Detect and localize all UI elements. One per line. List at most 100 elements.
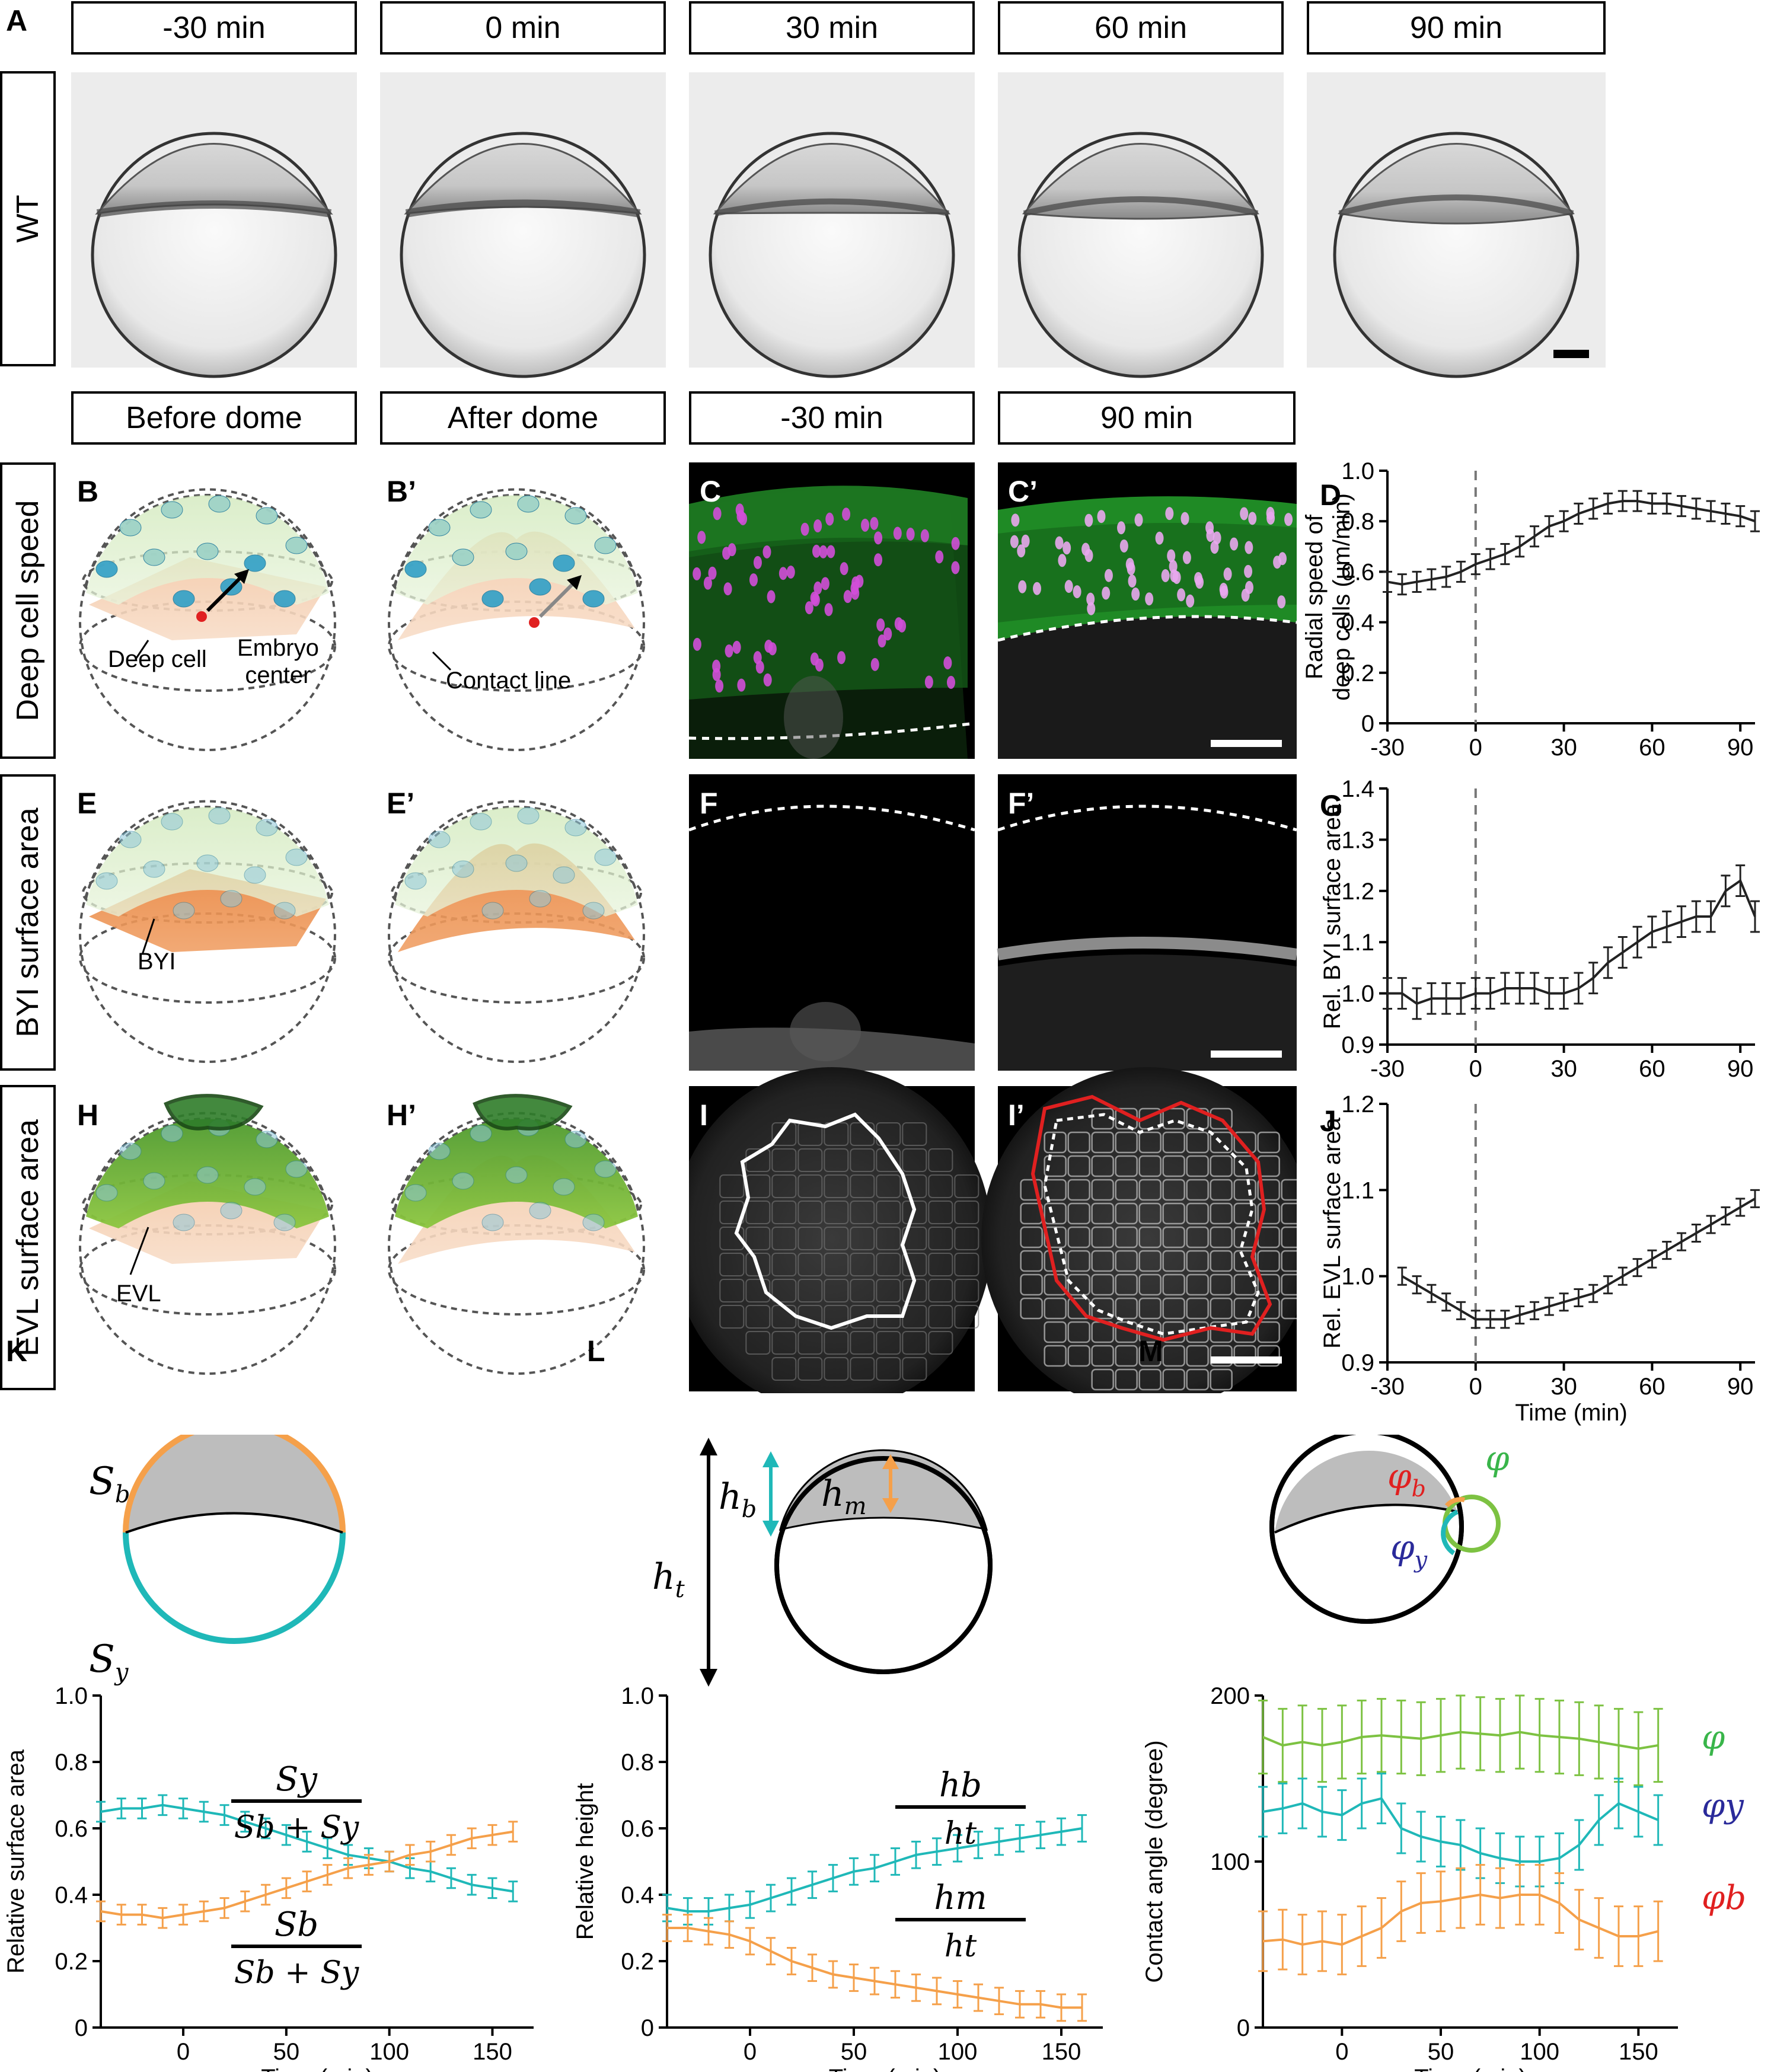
- y-tick-label: 1.0: [55, 1683, 88, 1709]
- cell-outline: [876, 1201, 901, 1224]
- y-axis-label: Rel. EVL surface area: [1319, 1117, 1345, 1349]
- label-embryo-center: Embryo center: [237, 635, 319, 688]
- cell-outline: [1162, 1345, 1185, 1367]
- nucleus: [825, 512, 834, 526]
- nucleus: [1018, 580, 1027, 593]
- nucleus: [1010, 535, 1019, 548]
- cell-outline: [1186, 1155, 1209, 1177]
- cell-outline: [771, 1148, 797, 1172]
- nucleus: [1284, 513, 1293, 526]
- nucleus: [1063, 541, 1071, 555]
- nucleus: [697, 531, 706, 544]
- nucleus: [1104, 569, 1113, 582]
- boundary: [714, 198, 950, 216]
- x-axis-label: Time (min): [1414, 2065, 1527, 2072]
- y-tick-label: 1.3: [1341, 827, 1374, 853]
- cell: [208, 495, 231, 513]
- x-tick-label: 50: [841, 2039, 867, 2065]
- cell-outline: [1210, 1131, 1233, 1154]
- nucleus: [951, 537, 960, 550]
- panel-letter-D: D: [1320, 478, 1342, 512]
- embryo-brightfield-row: [71, 72, 1606, 378]
- series-line: [667, 1927, 1082, 2009]
- cell: [452, 860, 474, 878]
- cell-outline: [1162, 1226, 1185, 1249]
- label-phi: φ: [1485, 1438, 1510, 1479]
- y-tick-label: 0.4: [55, 1882, 88, 1908]
- y-tick-label: 1.2: [1341, 879, 1374, 905]
- nucleus: [725, 644, 733, 657]
- cell-outline: [1186, 1250, 1209, 1272]
- cell: [161, 813, 183, 831]
- cell-outline: [1138, 1202, 1162, 1225]
- cell-outline: [1067, 1321, 1090, 1343]
- cell-outline: [824, 1174, 849, 1198]
- cell: [529, 1202, 551, 1219]
- nucleus: [763, 673, 772, 687]
- cell-outline: [1115, 1226, 1138, 1249]
- nucleus: [1167, 549, 1176, 563]
- cell-outline: [1138, 1131, 1162, 1154]
- series-line: [1262, 1731, 1658, 1750]
- y-tick-label: 0: [75, 2015, 88, 2041]
- series-label: φ: [1702, 1719, 1725, 1757]
- cell-outline: [1020, 1226, 1043, 1249]
- x-tick-label: 0: [1335, 2039, 1348, 2065]
- x-tick-label: -30: [1370, 735, 1405, 761]
- nucleus: [1055, 536, 1064, 550]
- y-tick-label: 1.0: [1341, 458, 1374, 484]
- cell-outline: [876, 1357, 901, 1381]
- cell: [119, 519, 142, 537]
- boundary: [1023, 196, 1259, 216]
- cell-outline: [771, 1122, 797, 1146]
- nucleus: [842, 507, 851, 521]
- nucleus: [1081, 542, 1090, 556]
- cell: [428, 1142, 451, 1160]
- cell-outline: [797, 1174, 823, 1198]
- nucleus: [708, 566, 717, 580]
- panel-letter-Ep: E’: [387, 787, 415, 820]
- series-line: [666, 1827, 1083, 1913]
- x-tick-label: 0: [1469, 735, 1482, 761]
- panel-letter-B: B: [77, 475, 99, 508]
- cell-outline: [797, 1331, 823, 1355]
- cell-outline: [771, 1227, 797, 1250]
- nucleus: [1017, 544, 1026, 558]
- cell-outline: [771, 1279, 797, 1302]
- fraction-denominator: ht: [945, 1929, 977, 1964]
- cell-outline: [1233, 1155, 1256, 1177]
- arrowhead: [567, 575, 582, 590]
- cell: [220, 1202, 243, 1219]
- cell-outline: [1091, 1297, 1114, 1320]
- arrowhead: [234, 569, 249, 584]
- cell-outline: [1233, 1179, 1256, 1201]
- y-tick-label: 0: [641, 2015, 654, 2041]
- cell: [529, 890, 551, 908]
- fraction-numerator: hm: [934, 1879, 987, 1917]
- cell-outline: [902, 1357, 927, 1381]
- cell: [404, 872, 427, 890]
- cell-outline: [1067, 1202, 1090, 1225]
- cell-outline: [1281, 1179, 1297, 1201]
- cell-outline: [850, 1357, 875, 1381]
- cell-outline: [1162, 1297, 1185, 1320]
- cell-outline: [1091, 1179, 1114, 1201]
- cell: [505, 854, 528, 872]
- cell: [256, 507, 278, 525]
- panel-letter-C: C: [700, 475, 722, 508]
- cell-outline: [1210, 1273, 1233, 1296]
- cell-outline: [1067, 1250, 1090, 1272]
- cell: [517, 495, 540, 513]
- cell-outline: [1210, 1155, 1233, 1177]
- panel-letter-G: G: [1320, 789, 1343, 822]
- x-tick-label: 30: [1550, 1056, 1577, 1082]
- leader: [141, 918, 155, 955]
- cell-outline: [824, 1253, 849, 1276]
- series-label: φb: [1702, 1879, 1746, 1917]
- header-minus30: -30 min: [71, 1, 357, 55]
- nucleus: [943, 656, 952, 670]
- panel-letter-H: H: [77, 1099, 99, 1132]
- nucleus: [1161, 569, 1170, 583]
- cell-outline: [797, 1201, 823, 1224]
- nucleus: [753, 555, 762, 569]
